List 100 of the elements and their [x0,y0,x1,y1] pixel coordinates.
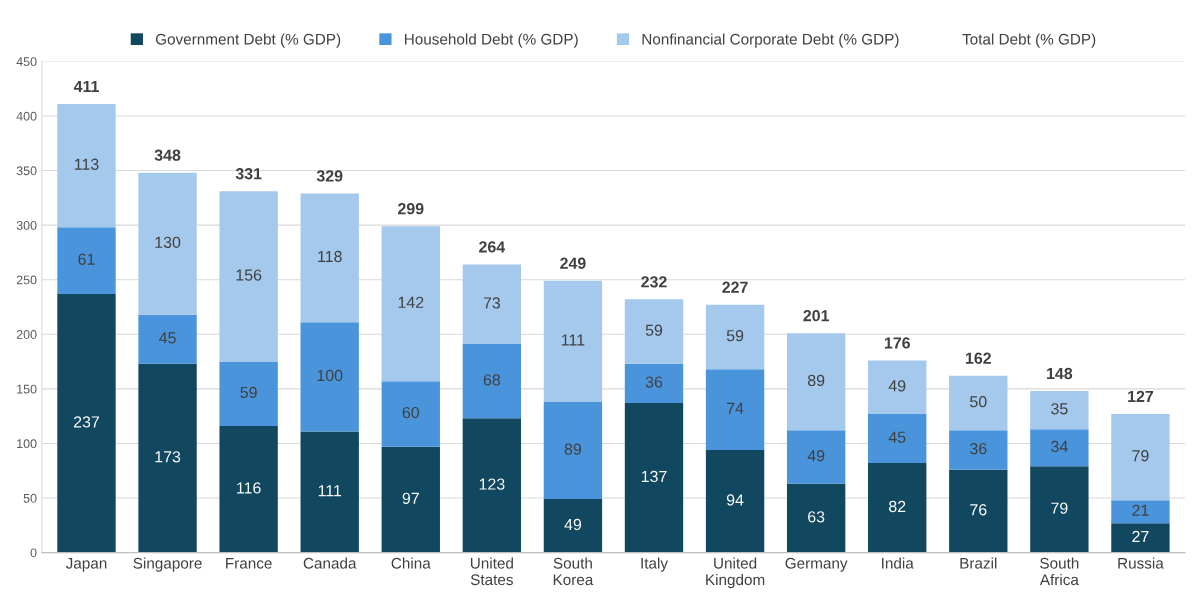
total-label: 148 [1047,367,1073,380]
data-label: 173 [155,451,181,463]
x-tick-label: China [391,557,431,569]
data-label: 60 [402,406,420,419]
bar [705,304,765,370]
bar [543,499,603,553]
data-label: 61 [78,253,95,265]
total-label: 176 [884,337,910,349]
x-tick-label: Singapore [133,557,202,572]
bar [300,431,359,553]
data-label: 34 [1051,440,1068,453]
y-tick-label: 300 [16,220,37,230]
data-label: 137 [641,470,667,483]
data-label: 113 [74,158,99,170]
y-tick-label: 450 [16,57,37,67]
data-label: 45 [888,431,906,443]
bar [868,360,927,414]
total-label: 127 [1128,390,1154,402]
bar [219,191,278,362]
data-label: 36 [645,376,663,388]
data-label: 89 [564,443,582,455]
data-label: 49 [807,450,825,462]
total-label: 162 [965,352,991,364]
data-label: 59 [645,324,663,336]
total-label: 329 [316,170,343,182]
bar [462,344,522,419]
y-tick-label: 350 [16,166,37,176]
data-label: 89 [807,374,825,387]
x-tick-label: Italy [641,557,668,572]
data-label: 45 [159,332,176,344]
bar [57,103,116,228]
data-label: 118 [318,250,342,263]
bar [381,446,440,553]
bar [624,363,684,404]
data-label: 59 [726,330,744,342]
data-label: 76 [970,504,987,516]
total-label: 227 [722,281,748,293]
data-label: 73 [483,297,501,309]
bar [57,293,116,553]
y-tick-label: 200 [16,330,37,339]
bar [138,363,197,553]
y-tick-label: 100 [17,439,37,449]
bar [381,381,440,447]
text: Total Debt (% GDP) [962,33,1096,48]
bar [543,280,603,402]
bar [300,193,359,323]
bar [949,430,1008,470]
data-label: 35 [1051,403,1068,415]
x-tick-label: Canada [303,557,357,569]
y-tick-label: 50 [23,493,37,503]
bar [624,299,684,364]
y-tick-label: 250 [16,275,37,285]
data-label: 130 [155,236,181,248]
bar [786,333,846,431]
x-tick-label: South Africa [1039,557,1079,586]
total-label: 348 [154,149,181,161]
data-label: 111 [318,485,342,497]
data-label: 82 [889,500,906,513]
bar [219,361,278,426]
x-tick-label: South Korea [553,557,594,586]
data-label: 123 [479,478,505,490]
bar [786,430,846,484]
bar [300,322,359,432]
data-label: 68 [483,374,501,386]
data-label: 36 [970,442,987,455]
bar [1111,523,1170,553]
bar [1030,429,1089,467]
x-tick-label: United Kingdom [706,557,765,589]
total-label: 331 [235,168,262,180]
total-label: 249 [560,257,586,269]
data-label: 156 [236,269,262,281]
x-tick-label: United States [470,557,513,586]
y-tick-label: 0 [30,548,37,558]
bar [381,226,440,382]
x-tick-label: France [226,558,272,569]
data-label: 79 [1051,502,1068,514]
y-tick-label: 150 [17,384,37,394]
bar [543,401,603,500]
bar [138,172,197,315]
data-label: 59 [240,386,257,399]
bar [138,314,197,364]
data-label: 142 [398,296,424,308]
total-label: 232 [641,276,667,288]
total-label: 411 [73,80,99,92]
data-label: 116 [237,482,261,494]
bar [868,463,927,553]
bar [949,375,1008,431]
x-tick-label: Germany [785,557,848,572]
bar [786,483,846,553]
bar [705,369,765,450]
bar [705,449,765,553]
data-label: 50 [970,396,987,408]
data-label: 63 [808,511,825,523]
x-tick-label: Russia [1118,557,1164,569]
bar [462,264,522,345]
bar [57,227,116,294]
bar [1111,413,1170,501]
data-label: 79 [1132,450,1149,462]
bar [219,425,278,553]
x-tick-label: India [882,557,914,569]
